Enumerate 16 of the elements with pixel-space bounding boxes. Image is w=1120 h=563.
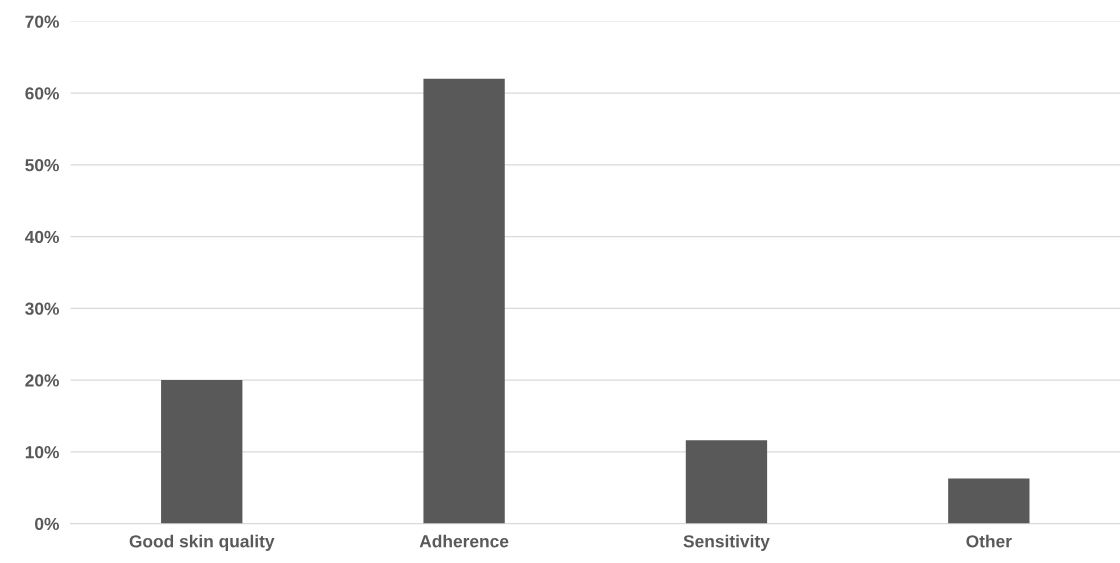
y-tick-label: 70% — [25, 15, 59, 28]
y-tick-label: 40% — [24, 230, 59, 244]
y-tick-label: 20% — [25, 374, 59, 387]
bar — [161, 380, 243, 524]
x-tick-label: Good skin quality — [129, 534, 275, 551]
x-tick-label: Other — [966, 534, 1012, 548]
y-tick-label: 60% — [25, 87, 59, 100]
y-tick-label: 30% — [25, 302, 59, 315]
bar — [685, 440, 768, 524]
x-tick-label: Sensitivity — [683, 534, 770, 551]
y-tick-label: 0% — [35, 517, 59, 531]
bar — [948, 478, 1030, 524]
x-tick-label: Adherence — [419, 534, 509, 548]
bar — [423, 78, 505, 524]
y-tick-label: 10% — [25, 446, 59, 459]
y-tick-label: 50% — [25, 159, 59, 172]
